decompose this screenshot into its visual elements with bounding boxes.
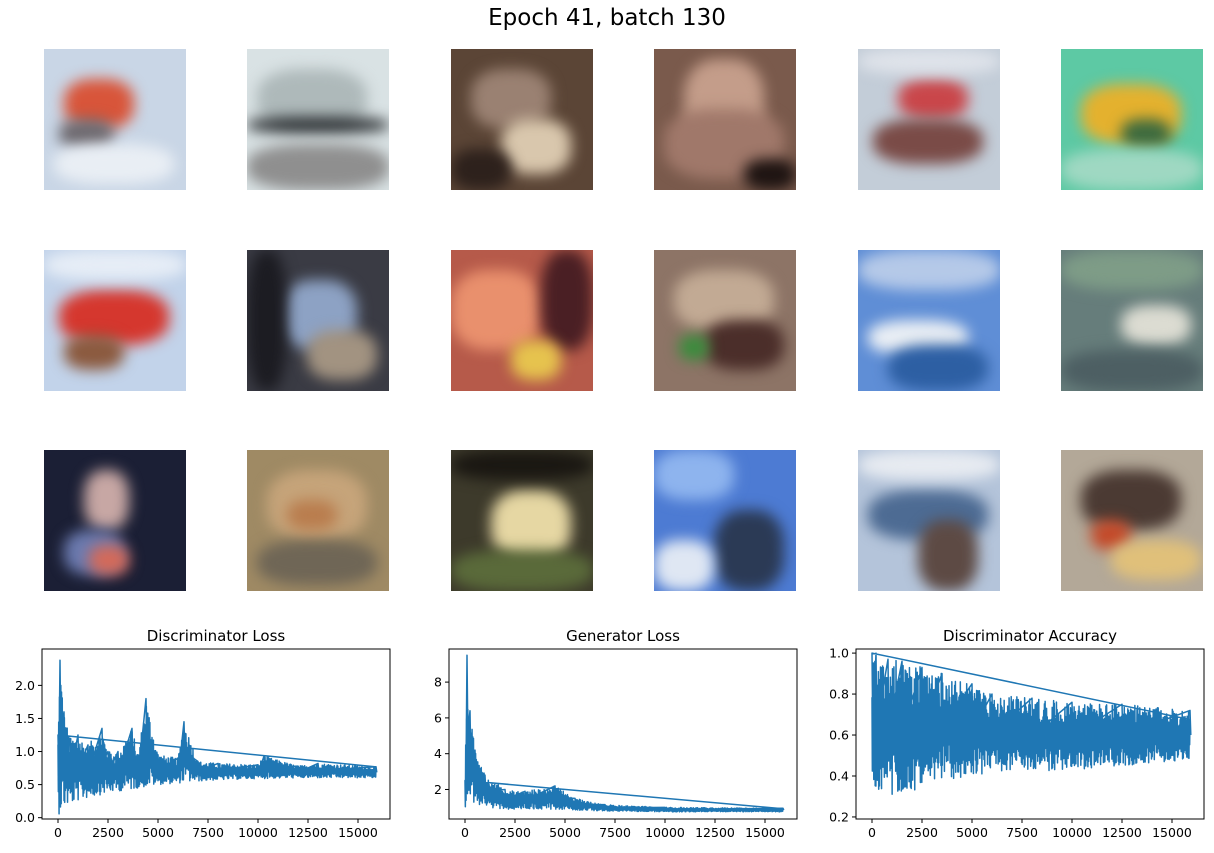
sample-image — [451, 250, 593, 391]
discriminator-loss-title: Discriminator Loss — [146, 627, 286, 645]
x-tick-label: 0 — [868, 825, 876, 840]
sample-image — [858, 49, 1000, 190]
sample-image — [247, 450, 389, 591]
sample-image — [858, 250, 1000, 391]
series-line — [464, 654, 785, 813]
discriminator-accuracy-title: Discriminator Accuracy — [942, 627, 1118, 645]
x-tick-label: 7500 — [192, 825, 224, 840]
plot-frame — [41, 648, 391, 820]
y-tick-label: 0.0 — [15, 810, 35, 825]
x-tick-label: 2500 — [92, 825, 124, 840]
figure-title: Epoch 41, batch 130 — [488, 5, 726, 31]
x-tick-label: 15000 — [338, 825, 378, 840]
y-tick-label: 0.6 — [829, 728, 849, 743]
sample-image — [247, 49, 389, 190]
sample-image — [44, 250, 186, 391]
x-tick-label: 12500 — [1102, 825, 1142, 840]
x-tick-label: 5000 — [956, 825, 988, 840]
sample-image — [858, 450, 1000, 591]
y-tick-label: 2 — [434, 782, 442, 797]
y-tick-label: 4 — [434, 746, 442, 761]
sample-image — [451, 49, 593, 190]
x-tick-label: 10000 — [1052, 825, 1092, 840]
x-tick-label: 0 — [461, 825, 469, 840]
x-tick-label: 7500 — [1006, 825, 1038, 840]
x-tick-label: 15000 — [1152, 825, 1192, 840]
sample-image — [1061, 450, 1203, 591]
generator-loss-title: Generator Loss — [566, 627, 680, 645]
sample-image — [247, 250, 389, 391]
x-tick-label: 2500 — [906, 825, 938, 840]
x-tick-label: 2500 — [499, 825, 531, 840]
x-tick-label: 12500 — [695, 825, 735, 840]
y-tick-label: 2.0 — [15, 678, 35, 693]
sample-image — [654, 49, 796, 190]
y-tick-label: 1.5 — [15, 711, 35, 726]
y-tick-label: 0.4 — [829, 768, 849, 783]
plot-frame — [855, 648, 1205, 820]
y-tick-label: 8 — [434, 675, 442, 690]
series-line — [871, 652, 1192, 795]
x-tick-label: 10000 — [645, 825, 685, 840]
y-tick-label: 0.5 — [15, 777, 35, 792]
series-line — [57, 659, 378, 815]
y-tick-label: 1.0 — [15, 744, 35, 759]
x-tick-label: 10000 — [238, 825, 278, 840]
x-tick-label: 5000 — [549, 825, 581, 840]
sample-image — [44, 450, 186, 591]
plot-frame — [448, 648, 798, 820]
x-tick-label: 0 — [54, 825, 62, 840]
sample-image — [654, 250, 796, 391]
sample-image — [44, 49, 186, 190]
x-tick-label: 5000 — [142, 825, 174, 840]
y-tick-label: 0.8 — [829, 687, 849, 702]
y-tick-label: 6 — [434, 710, 442, 725]
x-tick-label: 15000 — [745, 825, 785, 840]
sample-image — [1061, 49, 1203, 190]
y-tick-label: 0.2 — [829, 809, 849, 824]
sample-image — [654, 450, 796, 591]
y-tick-label: 1.0 — [829, 646, 849, 661]
x-tick-label: 12500 — [288, 825, 328, 840]
x-tick-label: 7500 — [599, 825, 631, 840]
sample-image — [451, 450, 593, 591]
sample-image — [1061, 250, 1203, 391]
